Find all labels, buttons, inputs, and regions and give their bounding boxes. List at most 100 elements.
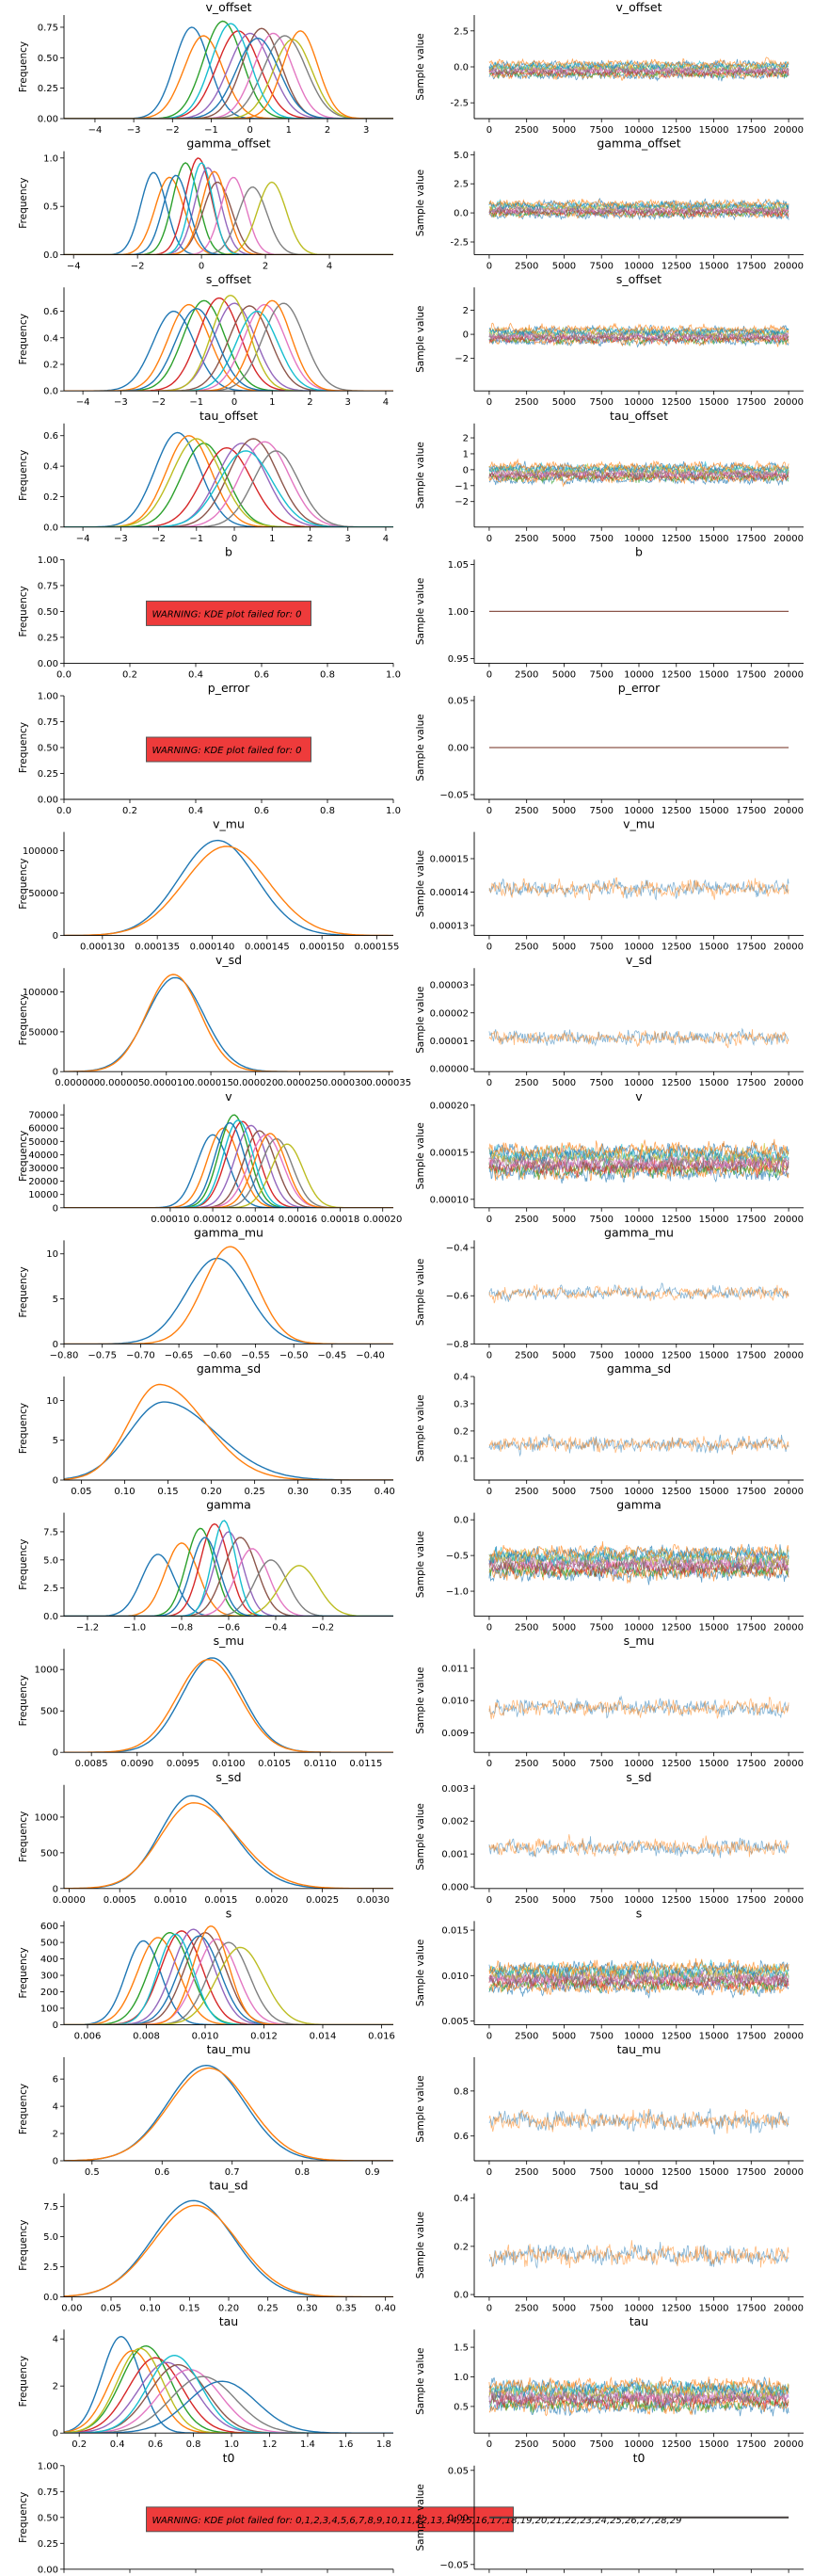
- x-tick-label: 0.6: [154, 2167, 169, 2178]
- y-tick-label: 0.50: [38, 2513, 58, 2523]
- x-tick-label: 0.5: [85, 2167, 100, 2178]
- x-tick-label: 5000: [552, 2031, 576, 2041]
- x-tick-label: 0.00012: [193, 1215, 231, 1225]
- x-tick-label: 0: [486, 397, 492, 408]
- x-tick-label: 7500: [590, 534, 614, 544]
- x-tick-label: 17500: [736, 2031, 766, 2041]
- x-tick-label: 0.0105: [258, 1759, 291, 1769]
- x-tick-label: −0.65: [165, 1350, 194, 1360]
- warning-text: WARNING: KDE plot failed for: 0: [152, 609, 302, 620]
- y-tick-label: 0: [53, 1340, 58, 1350]
- kde-line: [64, 1937, 393, 2025]
- y-tick-label: 0.0: [43, 387, 58, 397]
- kde-line: [64, 1658, 393, 1753]
- warning-box: [146, 736, 311, 763]
- x-tick-label: 12500: [662, 262, 692, 272]
- x-tick-label: 0.00010: [151, 1215, 189, 1225]
- kde-line: [64, 308, 393, 392]
- trace-line: [488, 877, 789, 901]
- y-tick-label: 0: [53, 1884, 58, 1894]
- x-tick-label: 15000: [699, 1350, 729, 1360]
- y-tick-label: −0.6: [446, 1292, 469, 1302]
- x-tick-label: 0: [486, 1895, 492, 1906]
- x-tick-label: 0.10: [140, 2304, 161, 2314]
- x-tick-label: 0.20: [200, 1487, 221, 1497]
- x-tick-label: 7500: [590, 397, 614, 408]
- kde-line: [64, 37, 393, 119]
- data-layer: [488, 1027, 789, 1049]
- x-tick-label: −1: [189, 397, 203, 408]
- x-tick-label: 0: [486, 1215, 492, 1225]
- x-tick-label: 5000: [552, 1215, 576, 1225]
- y-tick-label: 0.00015: [430, 1148, 469, 1158]
- trace-line: [488, 1435, 789, 1456]
- panel-p_error-kde: p_error 0.0 0.2 0.4 0.6 0.8 1.0 0.00 0.25 0.50 0.7…: [18, 681, 401, 816]
- x-tick-label: 0: [486, 2167, 492, 2178]
- x-tick-label: 4: [383, 534, 389, 544]
- kde-line: [64, 39, 393, 119]
- y-tick-label: 0.00013: [430, 921, 469, 931]
- y-tick-label: 0.5: [454, 2402, 469, 2412]
- x-tick-label: 17500: [736, 1623, 766, 1634]
- y-axis-label: Frequency: [18, 2084, 29, 2134]
- kde-line: [64, 438, 393, 527]
- x-tick-label: −1.0: [123, 1623, 146, 1634]
- x-tick-label: −3: [114, 397, 128, 408]
- x-tick-label: 0.15: [157, 1487, 178, 1497]
- x-tick-label: 2500: [515, 1895, 538, 1906]
- x-tick-label: 20000: [773, 1350, 804, 1360]
- x-tick-label: 0: [231, 397, 237, 408]
- x-tick-label: 0.10: [114, 1487, 135, 1497]
- y-tick-label: 0.010: [441, 1972, 469, 1982]
- panel-title: v_offset: [615, 0, 662, 14]
- x-tick-label: 10000: [624, 1623, 654, 1634]
- kde-line: [64, 1537, 393, 1617]
- y-axis-label: Frequency: [18, 586, 29, 636]
- y-tick-label: 0.50: [38, 54, 58, 64]
- x-tick-label: −4: [76, 534, 90, 544]
- panel-s_mu-kde: s_mu 0.0085 0.0090 0.0095 0.0100 0.0105 0.0110…: [18, 1634, 393, 1769]
- x-tick-label: −4: [76, 397, 90, 408]
- panel-v-kde: v 0.00010 0.00012 0.00014 0.00016 0.00018 0.00…: [18, 1089, 402, 1225]
- x-tick-label: 20000: [773, 806, 804, 816]
- x-tick-label: 0.010: [192, 2031, 219, 2041]
- kde-line: [64, 1114, 393, 1208]
- x-tick-label: 15000: [699, 1623, 729, 1634]
- x-tick-label: 7500: [590, 942, 614, 953]
- panel-v_mu-trace: v_mu 0 2500 5000 7500 10000 12500 15000 17500 200…: [415, 817, 804, 953]
- y-axis-label: Sample value: [415, 442, 426, 508]
- panel-title: t0: [633, 2451, 646, 2465]
- y-tick-label: 5.0: [43, 2232, 58, 2243]
- y-axis-label: Sample value: [415, 1394, 426, 1461]
- kde-line: [64, 845, 393, 936]
- y-tick-label: 0.00002: [430, 1008, 469, 1019]
- x-tick-label: 7500: [590, 1487, 614, 1497]
- kde-line: [64, 35, 393, 119]
- trace-line: [488, 2394, 789, 2417]
- x-tick-label: 20000: [773, 397, 804, 408]
- kde-line: [64, 1120, 393, 1208]
- y-axis-label: Frequency: [18, 2492, 29, 2543]
- x-tick-label: 2500: [515, 1623, 538, 1634]
- kde-line: [64, 2375, 393, 2434]
- y-tick-label: 20000: [28, 1177, 58, 1187]
- x-tick-label: 0.000020: [233, 1078, 279, 1088]
- y-axis-label: Frequency: [18, 994, 29, 1045]
- x-tick-label: 0.8: [320, 806, 335, 816]
- y-tick-label: 0.25: [38, 2539, 58, 2550]
- kde-line: [64, 157, 393, 255]
- x-tick-label: 0.4: [188, 806, 203, 816]
- x-tick-label: 2500: [515, 397, 538, 408]
- x-tick-label: 2500: [515, 2304, 538, 2314]
- kde-line: [64, 1938, 393, 2025]
- x-tick-label: 0.000135: [135, 942, 180, 953]
- x-tick-label: 0.8: [320, 669, 335, 680]
- y-axis-label: Sample value: [415, 987, 426, 1054]
- panel-v-trace: v 0 2500 5000 7500 10000 12500 15000 17500 20000 0…: [415, 1089, 804, 1225]
- x-tick-label: 0.6: [254, 806, 269, 816]
- x-tick-label: 0.2: [122, 806, 137, 816]
- data-layer: [488, 2376, 789, 2417]
- data-layer: [488, 1541, 789, 1586]
- kde-line: [64, 32, 393, 119]
- y-tick-label: 0: [53, 1068, 58, 1078]
